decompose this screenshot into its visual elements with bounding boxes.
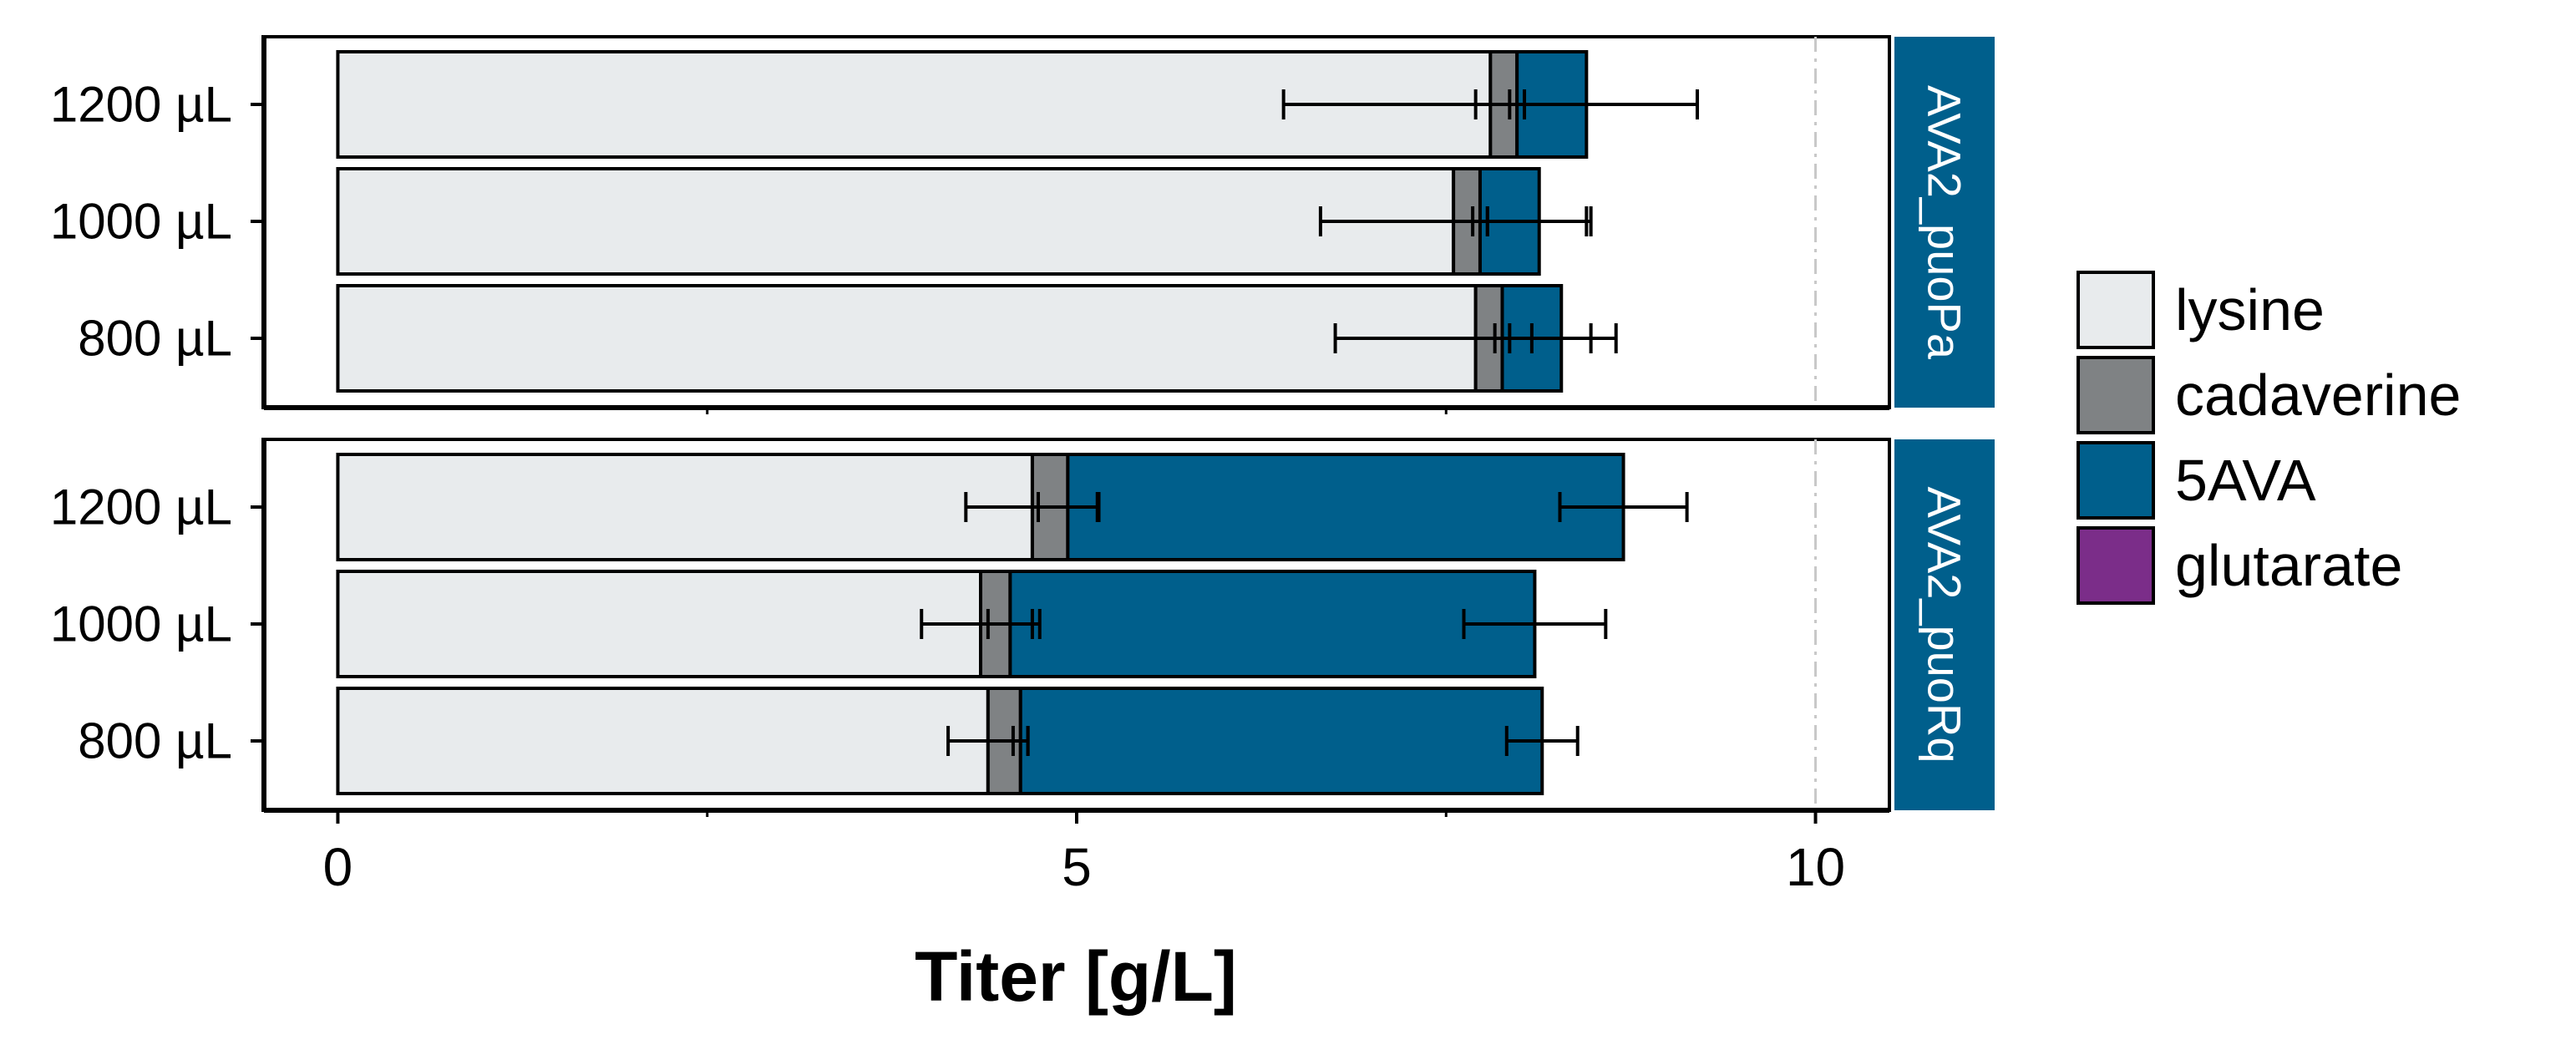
x-tick-label: 0 xyxy=(323,837,353,897)
y-tick-label: 1000 µL xyxy=(50,596,232,652)
legend-label: lysine xyxy=(2175,277,2325,342)
x-tick-label: 5 xyxy=(1062,837,1092,897)
legend-item: glutarate xyxy=(2077,526,2402,605)
facet-strip xyxy=(1894,37,1995,408)
legend-swatch-5ava xyxy=(2077,441,2155,520)
legend-item: 5AVA xyxy=(2077,441,2316,520)
facet-panel: AVA2_puoRq 1200 µL 1000 µL 800 µL xyxy=(50,438,1995,813)
bar-segment-lysine xyxy=(336,167,1456,276)
legend-swatch-lysine xyxy=(2077,271,2155,349)
legend-label: 5AVA xyxy=(2175,448,2316,513)
y-tick-label: 1200 µL xyxy=(50,479,232,535)
legend-item: lysine xyxy=(2077,271,2325,349)
legend-item: cadaverine xyxy=(2077,356,2461,434)
bar-segment-lysine xyxy=(336,687,990,795)
facet-strip-label: AVA2_puoPa xyxy=(1919,85,1971,360)
y-tick-label: 800 µL xyxy=(78,713,232,769)
bar-segment-lysine xyxy=(336,453,1034,561)
y-tick-label: 1000 µL xyxy=(50,194,232,250)
y-tick-label: 800 µL xyxy=(78,311,232,367)
facet-strip-label: AVA2_puoRq xyxy=(1919,486,1971,763)
legend-swatch-cadaverine xyxy=(2077,356,2155,434)
bar-segment-lysine xyxy=(336,284,1478,393)
legend-swatch-glutarate xyxy=(2077,526,2155,605)
bar-segment-5ava xyxy=(1018,687,1544,795)
facet-strip xyxy=(1894,439,1995,810)
bar-segment-lysine xyxy=(336,570,983,678)
x-tick-label: 10 xyxy=(1786,837,1845,897)
legend-label: glutarate xyxy=(2175,533,2402,598)
y-tick-label: 1200 µL xyxy=(50,77,232,133)
facet-panel: AVA2_puoPa 1200 µL 1000 µL 800 µL xyxy=(50,35,1995,410)
x-axis: 0 5 10 xyxy=(323,408,1845,897)
legend: lysine cadaverine 5AVA glutarate xyxy=(2077,271,2461,605)
x-axis-label: Titer [g/L] xyxy=(915,937,1237,1016)
bar-segment-5ava xyxy=(1008,570,1537,678)
legend-label: cadaverine xyxy=(2175,363,2461,428)
bar-segment-5ava xyxy=(1066,453,1625,561)
